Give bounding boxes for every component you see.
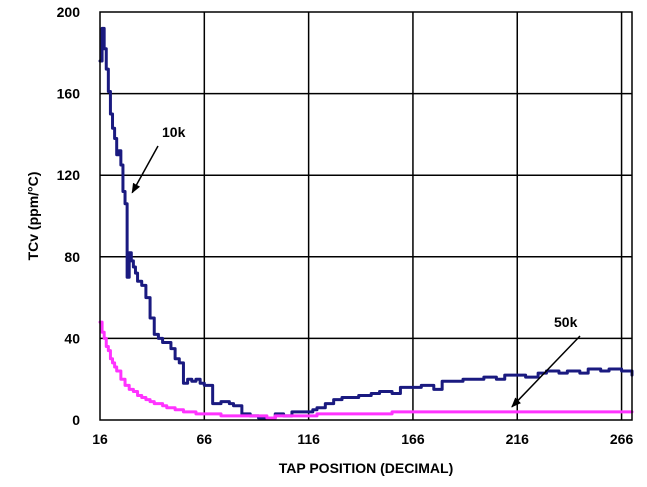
x-tick-label: 216	[506, 431, 530, 447]
series-line-10k	[98, 26, 634, 420]
callout-arrow-50k	[511, 335, 581, 408]
x-tick-label: 116	[297, 431, 320, 447]
y-tick-label: 40	[64, 330, 80, 346]
y-tick-label: 0	[72, 412, 80, 428]
x-axis-label: TAP POSITION (DECIMAL)	[279, 460, 453, 476]
series-lines	[98, 26, 634, 420]
x-tick-label: 266	[610, 431, 634, 447]
y-tick-label: 200	[57, 4, 81, 20]
callout-label-50k: 50k	[554, 314, 578, 330]
plot-frame	[99, 11, 633, 421]
x-tick-label: 66	[197, 431, 213, 447]
series-line-50k	[98, 320, 634, 420]
callout-arrow-10k	[131, 145, 159, 194]
callout-label-10k: 10k	[162, 124, 186, 140]
x-tick-labels: 16 66 116 166 216 266	[92, 431, 633, 447]
y-tick-label: 160	[57, 86, 81, 102]
y-axis-label: TCv (ppm/°C)	[25, 172, 41, 261]
callouts: 10k 50k	[131, 124, 581, 408]
y-tick-labels: 0 40 80 120 160 200	[57, 4, 81, 428]
x-tick-label: 16	[92, 431, 108, 447]
y-tick-label: 120	[57, 167, 81, 183]
x-tick-label: 166	[401, 431, 425, 447]
grid	[100, 12, 632, 420]
y-tick-label: 80	[64, 249, 80, 265]
